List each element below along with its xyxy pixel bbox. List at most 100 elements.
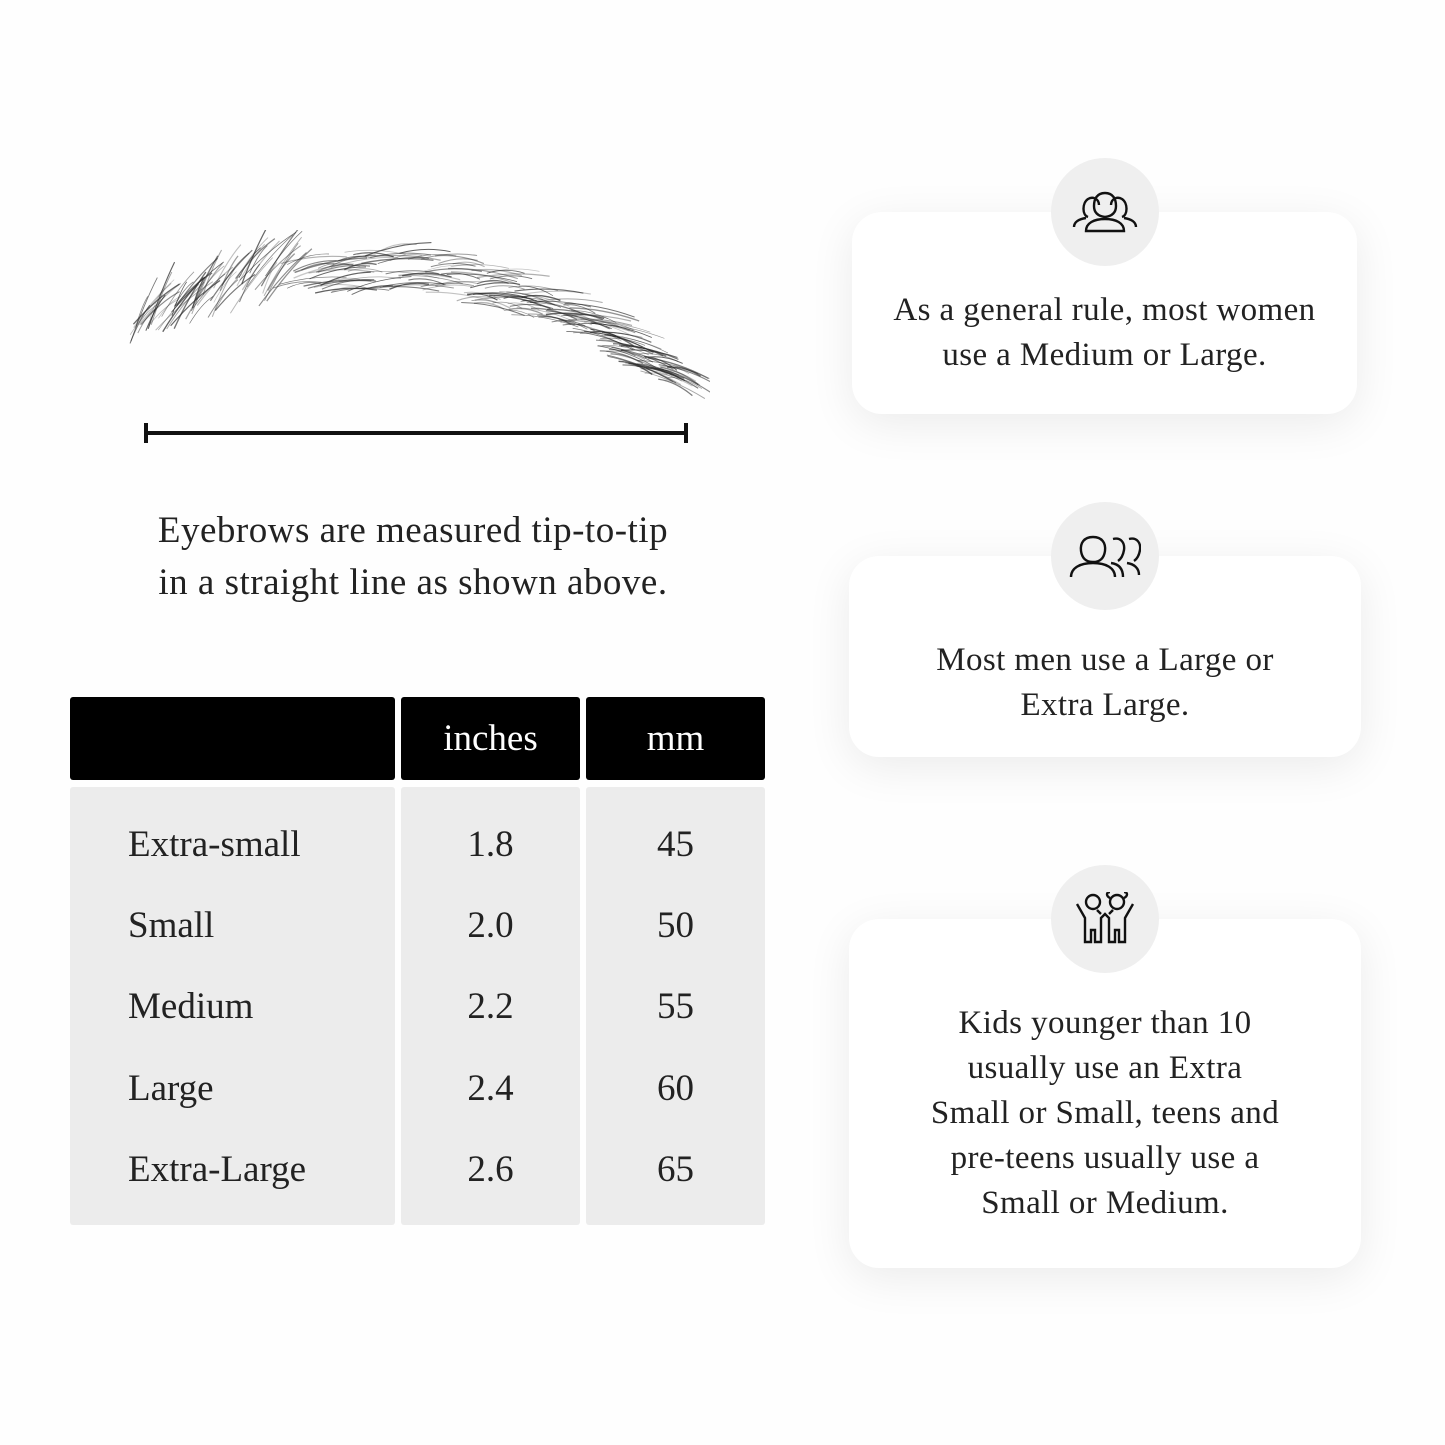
eyebrow-hair — [657, 367, 710, 393]
eyebrow-hair — [522, 290, 591, 295]
eyebrow-hair — [379, 284, 454, 289]
eyebrow-hair — [470, 282, 520, 289]
eyebrow-hair — [317, 262, 350, 269]
card-text: Most men use a Large or — [936, 641, 1274, 678]
eyebrow-hair — [196, 266, 234, 306]
eyebrow-hair — [365, 241, 432, 257]
mm-cell: 55 — [657, 986, 694, 1027]
eyebrow-hair — [570, 314, 609, 320]
inches-cell: 1.8 — [467, 824, 514, 865]
size-name-cell: Extra-small — [128, 824, 301, 865]
eyebrow-hair — [239, 263, 261, 303]
eyebrow-hair — [241, 230, 267, 285]
eyebrow-hair — [507, 302, 540, 311]
eyebrow-hair — [560, 320, 593, 326]
eyebrow-hair — [450, 271, 521, 286]
eyebrow-hair — [140, 291, 180, 325]
eyebrow-hair — [511, 314, 579, 328]
eyebrow-hair — [321, 264, 361, 270]
eyebrow-hair — [425, 291, 497, 304]
men-group-icon — [1069, 535, 1141, 578]
eyebrow-hair — [514, 288, 584, 294]
eyebrow-hair — [584, 331, 643, 348]
eyebrow-hair — [430, 262, 476, 268]
eyebrow-hair — [189, 296, 214, 324]
eyebrow-hair — [238, 247, 261, 278]
inches-cell: 2.4 — [467, 1068, 514, 1109]
eyebrow-hair — [489, 275, 533, 280]
eyebrow-hair — [407, 253, 457, 260]
eyebrow-hair — [365, 286, 440, 292]
eyebrow-hair — [190, 273, 226, 312]
eyebrow-hair — [173, 281, 194, 307]
eyebrow-hair — [385, 270, 439, 275]
eyebrow-hair — [538, 298, 603, 304]
eyebrow-hair — [330, 256, 398, 268]
eyebrow-hair — [435, 280, 504, 287]
eyebrow-hair — [267, 253, 296, 291]
eyebrow-hair — [130, 277, 158, 342]
size-name-cell: Extra-Large — [128, 1149, 307, 1190]
eyebrow-hair — [640, 370, 706, 399]
measurement-line — [144, 423, 688, 443]
eyebrow-hair — [161, 271, 195, 317]
eyebrow-hair — [213, 271, 237, 303]
men-icon-circle — [1051, 502, 1159, 610]
eyebrow-hair — [280, 255, 347, 265]
eyebrow-hair — [266, 248, 313, 302]
eyebrow-hair — [441, 272, 481, 280]
eyebrow-hair — [508, 307, 543, 315]
eyebrow-hair — [658, 364, 710, 383]
header-inches: inches — [401, 697, 580, 780]
inches-cell: 2.0 — [467, 905, 514, 946]
eyebrow-hair — [422, 284, 473, 291]
eyebrow-hair — [461, 301, 525, 317]
eyebrow-hair — [608, 348, 654, 363]
eyebrow-hair — [185, 262, 223, 320]
eyebrow-hair — [254, 245, 301, 291]
size-column — [70, 787, 395, 1225]
eyebrow-hair — [599, 350, 644, 364]
kids-icon-circle — [1051, 865, 1159, 973]
eyebrow-hair — [530, 301, 592, 308]
eyebrow-hair — [315, 263, 354, 273]
eyebrow-hair — [347, 268, 383, 273]
eyebrow-hair — [537, 314, 588, 330]
eyebrow-hair — [148, 299, 179, 326]
eyebrow-hair — [651, 367, 701, 386]
women-card: As a general rule, most women use a Mediu… — [852, 212, 1357, 414]
eyebrow-hair — [601, 335, 662, 350]
eyebrow-hair — [265, 230, 303, 277]
eyebrow-hair — [558, 319, 630, 332]
eyebrow-hair — [292, 260, 337, 272]
caption-line: Eyebrows are measured tip-to-tip — [157, 510, 669, 551]
eyebrow-hair — [647, 357, 709, 380]
inches-column — [401, 787, 580, 1225]
eyebrow-hair — [235, 238, 276, 279]
eyebrow-hair — [602, 345, 650, 356]
eyebrow-hair — [420, 282, 474, 288]
eyebrow-hair — [191, 276, 206, 309]
eyebrow-hair — [590, 321, 634, 331]
header-mm: mm — [586, 697, 765, 780]
mm-cell: 45 — [657, 824, 694, 865]
eyebrow-hair — [564, 302, 635, 318]
eyebrow-hair — [660, 369, 697, 382]
eyebrow-hair — [338, 276, 402, 283]
eyebrow-hair — [398, 273, 461, 281]
eyebrow-hair — [241, 240, 280, 291]
inches-cell: 2.2 — [467, 986, 514, 1027]
eyebrow-hair — [492, 301, 523, 309]
eyebrow-hair — [435, 280, 478, 287]
eyebrow-hair — [566, 313, 597, 324]
inches-cell: 2.6 — [467, 1149, 514, 1190]
eyebrow-hair — [230, 257, 274, 314]
eyebrow-hair — [262, 262, 278, 294]
eyebrow-hair — [613, 343, 664, 357]
card-text: Kids younger than 10 — [958, 1005, 1252, 1041]
mm-cell: 65 — [657, 1149, 694, 1190]
eyebrow-hair — [531, 307, 578, 321]
eyebrow-hair — [577, 322, 612, 330]
eyebrow-hair — [202, 249, 223, 295]
size-name-cell: Medium — [128, 986, 254, 1027]
